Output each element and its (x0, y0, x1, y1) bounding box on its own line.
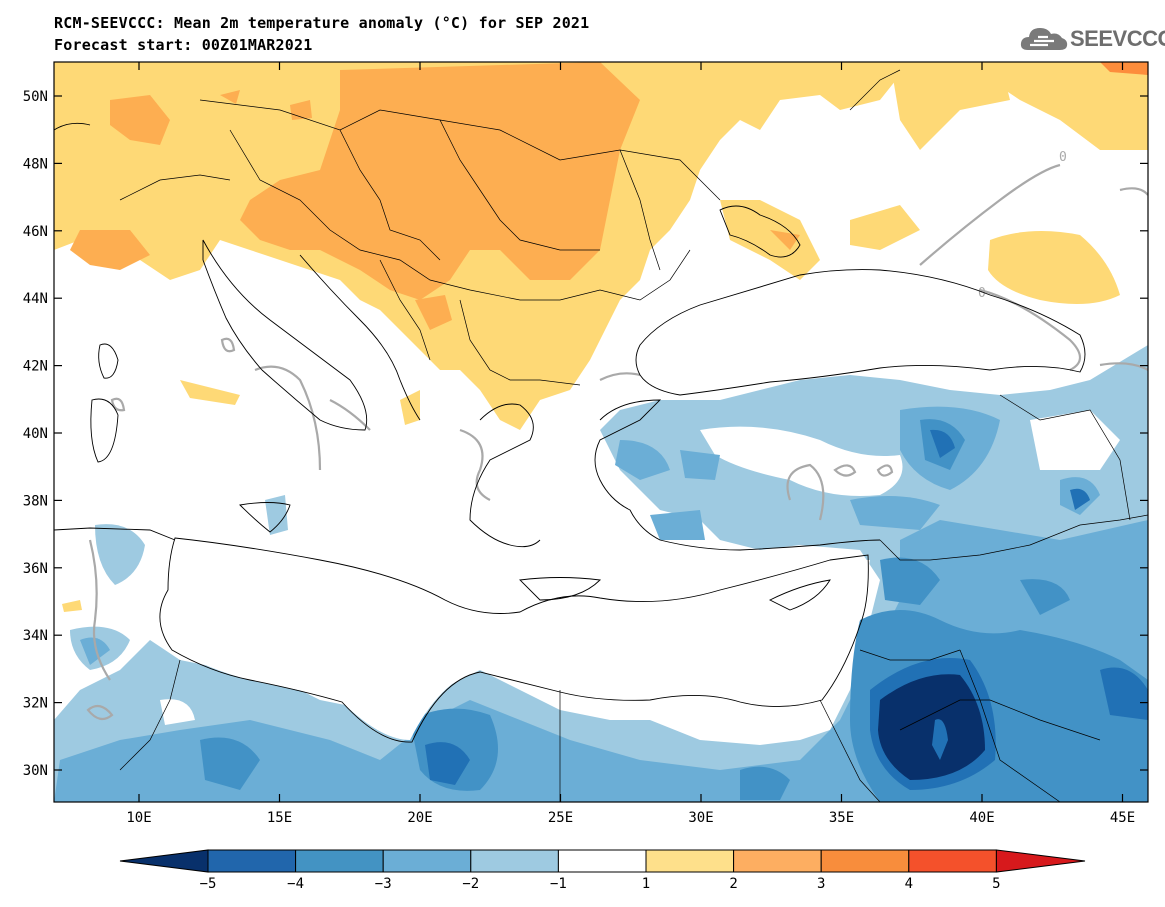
colorbar-segment (207, 849, 297, 873)
cold-anomaly-field (54, 345, 1148, 802)
lat-label: 32N (23, 696, 48, 712)
latitude-axis: 50N 48N 46N 44N 42N 40N 38N 36N 34N 32N 30N (23, 89, 1148, 779)
warm-anomaly-field (54, 62, 1148, 612)
colorbar: −5 −4 −3 −2 −1 1 2 3 4 5 (119, 849, 1086, 892)
lon-label: 45E (1110, 810, 1135, 826)
lon-label: 10E (126, 810, 151, 826)
lon-label: 35E (829, 810, 854, 826)
contour-label: 0 (978, 286, 986, 301)
country-borders (119, 69, 1148, 802)
lat-label: 38N (23, 493, 48, 509)
forecast-start-label: Forecast start: 00Z01MAR2021 (54, 36, 313, 54)
colorbar-right-arrow (995, 849, 1086, 873)
colorbar-segment (382, 849, 472, 873)
colorbar-label: −5 (200, 876, 217, 892)
seevccc-logo: SEEVCCC (1018, 22, 1165, 56)
colorbar-segment (470, 849, 559, 873)
lat-label: 40N (23, 426, 48, 442)
map-frame (53, 61, 1149, 803)
logo-text: SEEVCCC (1070, 26, 1165, 51)
colorbar-label: 1 (642, 876, 650, 892)
coastlines (54, 122, 1086, 743)
colorbar-segment (295, 849, 384, 873)
colorbar-segment (557, 849, 647, 873)
lat-label: 30N (23, 763, 48, 779)
contour-label: 0 (1059, 150, 1067, 165)
colorbar-label: 5 (992, 876, 1000, 892)
colorbar-segment (820, 849, 910, 873)
colorbar-label: −2 (462, 876, 479, 892)
lat-label: 50N (23, 89, 48, 105)
colorbar-left-arrow (119, 849, 209, 873)
lon-label: 30E (688, 810, 713, 826)
lat-label: 44N (23, 291, 48, 307)
colorbar-label: 3 (817, 876, 825, 892)
map-title: RCM-SEEVCCC: Mean 2m temperature anomaly… (54, 14, 590, 32)
colorbar-segment (733, 849, 822, 873)
lat-label: 42N (23, 359, 48, 375)
colorbar-segment (908, 849, 997, 873)
colorbar-segment (645, 849, 735, 873)
colorbar-label: 2 (729, 876, 737, 892)
colorbar-label: −3 (375, 876, 392, 892)
sea-mask (161, 276, 1090, 740)
lon-label: 40E (969, 810, 994, 826)
cloud-icon (1020, 28, 1068, 50)
map-plot-area: 0 0 (54, 62, 1148, 802)
lon-label: 20E (407, 810, 432, 826)
longitude-axis: 10E 15E 20E 25E 30E 35E 40E 45E (126, 62, 1135, 826)
colorbar-label: 4 (905, 876, 913, 892)
lat-label: 48N (23, 156, 48, 172)
lon-label: 25E (548, 810, 573, 826)
zero-contours (86, 163, 1148, 721)
colorbar-label: −4 (287, 876, 304, 892)
colorbar-label: −1 (550, 876, 567, 892)
lon-label: 15E (267, 810, 292, 826)
lat-label: 46N (23, 224, 48, 240)
lat-label: 34N (23, 628, 48, 644)
lat-label: 36N (23, 561, 48, 577)
